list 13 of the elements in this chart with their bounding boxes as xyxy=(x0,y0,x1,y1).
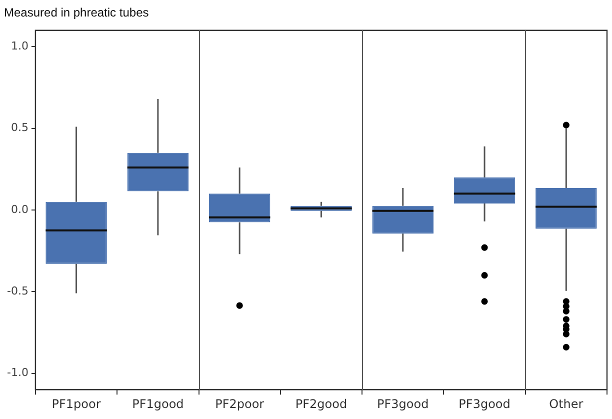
y-tick-label: 0.0 xyxy=(10,202,28,216)
x-tick-label: PF1poor xyxy=(52,396,101,411)
x-tick-label: PF3good xyxy=(458,396,510,411)
chart-title: Measured in phreatic tubes xyxy=(4,6,149,20)
y-tick-label: -0.5 xyxy=(6,284,28,298)
x-tick-label: PF3good xyxy=(377,396,429,411)
y-tick-label: -1.0 xyxy=(6,366,28,380)
y-tick-label: 1.0 xyxy=(10,40,28,53)
x-tick-label: PF2good xyxy=(295,396,348,411)
y-tick-label: 0.5 xyxy=(10,121,28,134)
x-tick-label: Other xyxy=(549,396,584,411)
x-tick-label: PF1good xyxy=(132,396,184,411)
x-tick-label: PF2poor xyxy=(215,396,264,411)
